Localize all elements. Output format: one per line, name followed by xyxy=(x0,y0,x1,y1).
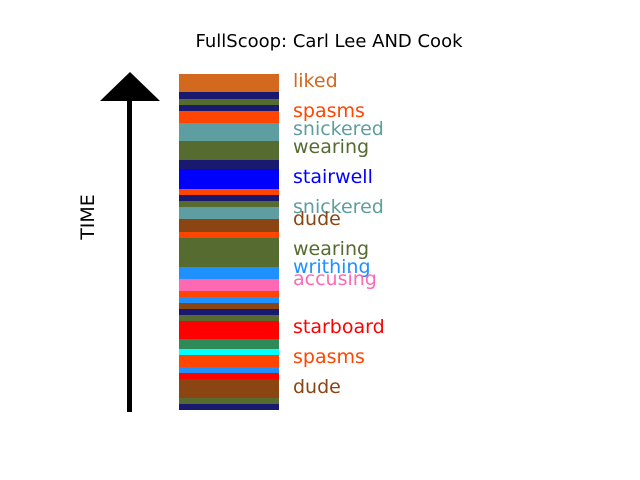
timeline-stripe xyxy=(179,238,279,267)
word-label: dude xyxy=(293,208,341,230)
word-label: wearing xyxy=(293,136,370,158)
timeline-stripe xyxy=(179,379,279,398)
word-label: snickered xyxy=(293,196,384,218)
word-label: dude xyxy=(293,376,341,398)
chart-title: FullScoop: Carl Lee AND Cook xyxy=(195,31,463,52)
timeline-stripe xyxy=(179,74,279,92)
word-label: stairwell xyxy=(293,166,373,188)
word-label: spasms xyxy=(293,346,365,368)
timeline-stripe xyxy=(179,267,279,279)
timeline-bar xyxy=(179,74,279,410)
timeline-stripe xyxy=(179,195,279,201)
word-label: starboard xyxy=(293,316,385,338)
timeline-stripe xyxy=(179,373,279,379)
timeline-stripe xyxy=(179,367,279,373)
timeline-stripe xyxy=(179,291,279,297)
timeline-stripe xyxy=(179,201,279,207)
word-label: accusing xyxy=(293,268,377,290)
timeline-stripe xyxy=(179,339,279,349)
time-axis-label: TIME xyxy=(77,194,99,240)
timeline-stripe xyxy=(179,99,279,105)
timeline-stripe xyxy=(179,297,279,303)
word-label: writhing xyxy=(293,256,371,278)
timeline-stripe xyxy=(179,321,279,339)
time-arrow-shaft xyxy=(127,98,132,412)
timeline-stripe xyxy=(179,207,279,219)
timeline-stripe xyxy=(179,189,279,195)
timeline-stripe xyxy=(179,111,279,123)
time-arrow-head xyxy=(100,72,160,101)
timeline-stripe xyxy=(179,309,279,315)
word-label: wearing xyxy=(293,238,370,260)
word-label: snickered xyxy=(293,118,384,140)
timeline-stripe xyxy=(179,404,279,410)
timeline-stripe xyxy=(179,279,279,291)
timeline-stripe xyxy=(179,160,279,169)
timeline-stripe xyxy=(179,355,279,367)
timeline-stripe xyxy=(179,398,279,404)
timeline-stripe xyxy=(179,92,279,99)
word-label: liked xyxy=(293,70,338,92)
timeline-stripe xyxy=(179,105,279,111)
timeline-stripe xyxy=(179,141,279,160)
timeline-stripe xyxy=(179,232,279,238)
timeline-stripe xyxy=(179,315,279,321)
timeline-stripe xyxy=(179,303,279,309)
timeline-stripe xyxy=(179,123,279,141)
word-label: spasms xyxy=(293,100,365,122)
timeline-stripe xyxy=(179,349,279,355)
timeline-stripe xyxy=(179,219,279,232)
timeline-stripe xyxy=(179,169,279,189)
